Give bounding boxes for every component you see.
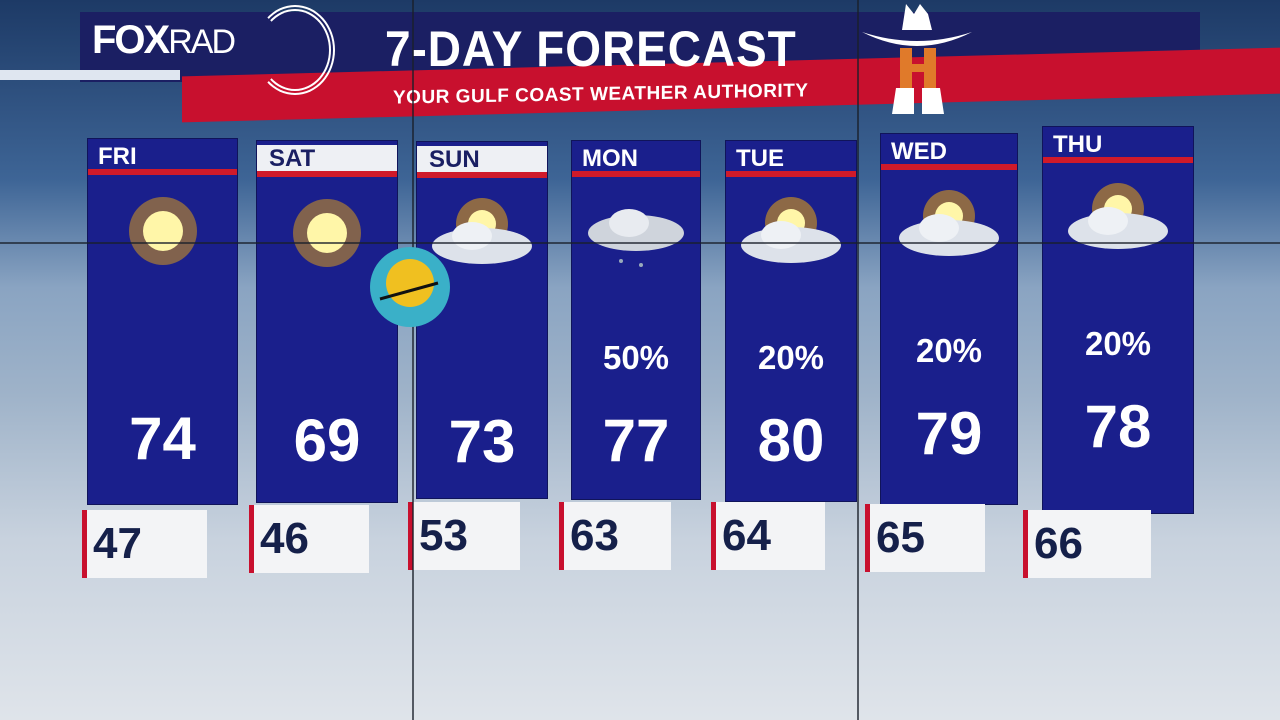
high-temp: 73 (448, 408, 516, 475)
day-divider (417, 172, 547, 178)
grid-line (857, 0, 859, 720)
sunny-icon (128, 197, 197, 265)
grid-line (412, 0, 414, 720)
day-divider (572, 171, 700, 177)
day-divider (726, 171, 856, 177)
day-label: TUE (736, 145, 784, 172)
morning-show-clock-logo (370, 247, 450, 327)
low-temp: 66 (1023, 510, 1151, 578)
high-temp: 77 (602, 407, 670, 474)
day-label: THU (1053, 131, 1103, 158)
partly-cloudy-icon (1068, 183, 1168, 249)
day-label: WED (891, 138, 947, 165)
station-logo: FOXRAD (92, 18, 236, 62)
low-temp: 63 (559, 502, 671, 570)
low-temp: 46 (249, 505, 369, 573)
day-column: FRI 74 (87, 138, 238, 505)
day-label: SAT (257, 145, 397, 173)
low-temp: 53 (408, 502, 520, 570)
day-label: SUN (417, 146, 547, 174)
day-column: SAT 69 (256, 140, 398, 503)
partly-cloudy-icon (741, 197, 841, 263)
partly-cloudy-icon (899, 190, 999, 256)
day-divider (881, 164, 1017, 170)
day-label: MON (582, 145, 638, 172)
day-divider (257, 171, 397, 177)
sunny-icon (293, 199, 361, 267)
showers-icon (588, 209, 684, 267)
radar-rings-icon (255, 5, 335, 95)
grid-line (0, 242, 1280, 244)
precip-chance: 50% (602, 339, 670, 376)
precip-chance: 20% (757, 339, 825, 376)
low-temp: 64 (711, 502, 825, 570)
high-temp: 79 (915, 400, 983, 467)
day-label: FRI (98, 143, 137, 170)
precip-chance: 20% (915, 332, 983, 369)
high-temp: 80 (757, 407, 825, 474)
day-column: SUN 73 (416, 141, 548, 499)
cowboy-mascot-icon (862, 4, 972, 114)
day-column: WED 20% 79 (880, 133, 1018, 505)
day-column: TUE 20% 80 (725, 140, 857, 502)
low-temp: 65 (865, 504, 985, 572)
page-title: 7-DAY FORECAST (385, 21, 797, 77)
day-divider (88, 169, 237, 175)
day-column: MON 50% 77 (571, 140, 701, 500)
precip-chance: 20% (1084, 325, 1152, 362)
partly-cloudy-icon (432, 198, 532, 264)
high-temp: 69 (293, 407, 361, 474)
day-divider (1043, 157, 1193, 163)
high-temp: 74 (129, 405, 196, 472)
day-column: THU 20% 78 (1042, 126, 1194, 514)
high-temp: 78 (1084, 393, 1152, 460)
low-temp: 47 (82, 510, 207, 578)
header-accent-line (0, 70, 180, 80)
